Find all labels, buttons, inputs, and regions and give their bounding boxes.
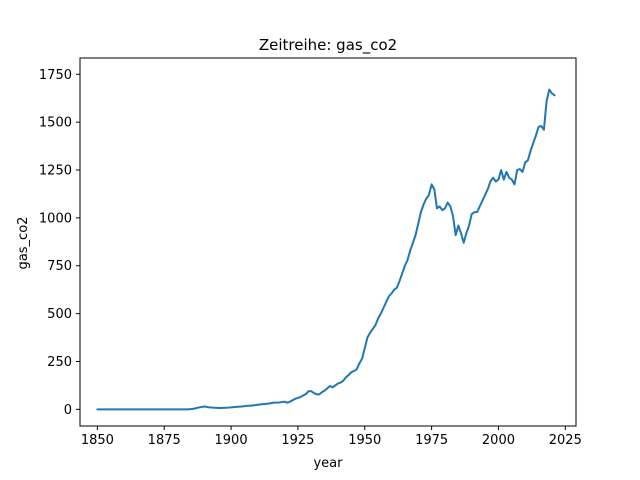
series-line — [96, 88, 556, 411]
y-tick-label: 1750 — [39, 68, 72, 83]
x-tick-label: 1950 — [348, 433, 381, 448]
x-tick-label: 1925 — [281, 433, 314, 448]
y-tick-label: 1250 — [39, 164, 72, 179]
x-tick-label: 1850 — [81, 433, 114, 448]
x-axis-label: year — [313, 456, 343, 471]
x-tick-label: 1875 — [148, 433, 181, 448]
y-tick-label: 500 — [47, 307, 72, 322]
chart-title: Zeitreihe: gas_co2 — [259, 36, 397, 55]
y-tick-label: 1000 — [39, 211, 72, 226]
y-tick-label: 1500 — [39, 116, 72, 131]
x-tick-label: 2000 — [482, 433, 515, 448]
x-tick-label: 2025 — [549, 433, 582, 448]
y-tick-label: 250 — [47, 355, 72, 370]
y-axis-label: gas_co2 — [16, 217, 31, 270]
y-tick-label: 750 — [47, 259, 72, 274]
plot-area: 1850 1875 1900 1925 1950 1975 2000 2025 0 250 500 7… — [39, 57, 582, 448]
axes-frame — [79, 57, 577, 427]
x-tick-label: 1900 — [215, 433, 248, 448]
x-tick-label: 1975 — [415, 433, 448, 448]
y-tick-label: 0 — [64, 403, 72, 418]
